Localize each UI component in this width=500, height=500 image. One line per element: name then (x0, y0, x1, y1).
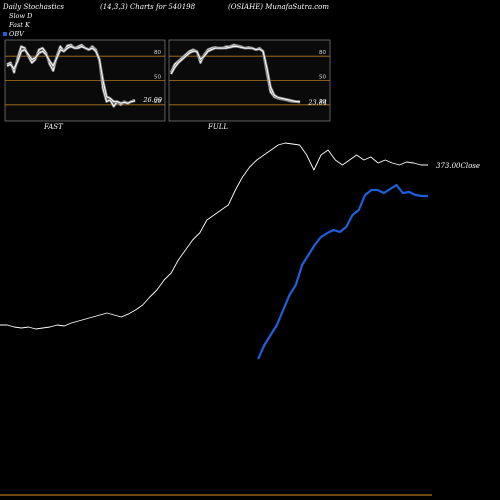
fast-series-1-line (6, 46, 136, 104)
legend-obv: OBV (3, 30, 24, 38)
close-price-line (0, 142, 428, 330)
full-series-1-line (170, 46, 300, 103)
legend-slow-d: Slow D (3, 12, 32, 20)
close-last-value-label: 373.00Close (436, 162, 480, 170)
header-left: Daily Stochastics (3, 3, 65, 11)
legend-fast-k: Fast K (3, 21, 30, 29)
legend-slow-d-label: Slow D (9, 12, 33, 20)
legend-fast-k-label: Fast K (9, 21, 30, 29)
fast-panel-title: FAST (44, 123, 63, 131)
obv-line (257, 183, 428, 360)
legend-obv-swatch (3, 32, 7, 36)
fast-level-80-label: 80 (154, 50, 161, 56)
full-level-20-label: 20 (319, 99, 326, 105)
header-right: (OSIAHE) MunafaSutra.com (228, 3, 330, 11)
header-center: (14,3,3) Charts for 540198 (100, 3, 196, 11)
fast-last-value-label: 26.09 (142, 96, 162, 104)
legend-slow-d-swatch (3, 14, 7, 18)
fast-level-50-label: 50 (154, 75, 161, 81)
full-level-50-label: 50 (319, 75, 326, 81)
full-panel-title: FULL (208, 123, 229, 131)
full-last-value-label: 23.84 (307, 98, 327, 106)
full-level-80-label: 80 (319, 50, 326, 56)
legend-obv-label: OBV (9, 30, 24, 38)
fast-level-20-label: 20 (154, 99, 161, 105)
legend-fast-k-swatch (3, 23, 7, 27)
